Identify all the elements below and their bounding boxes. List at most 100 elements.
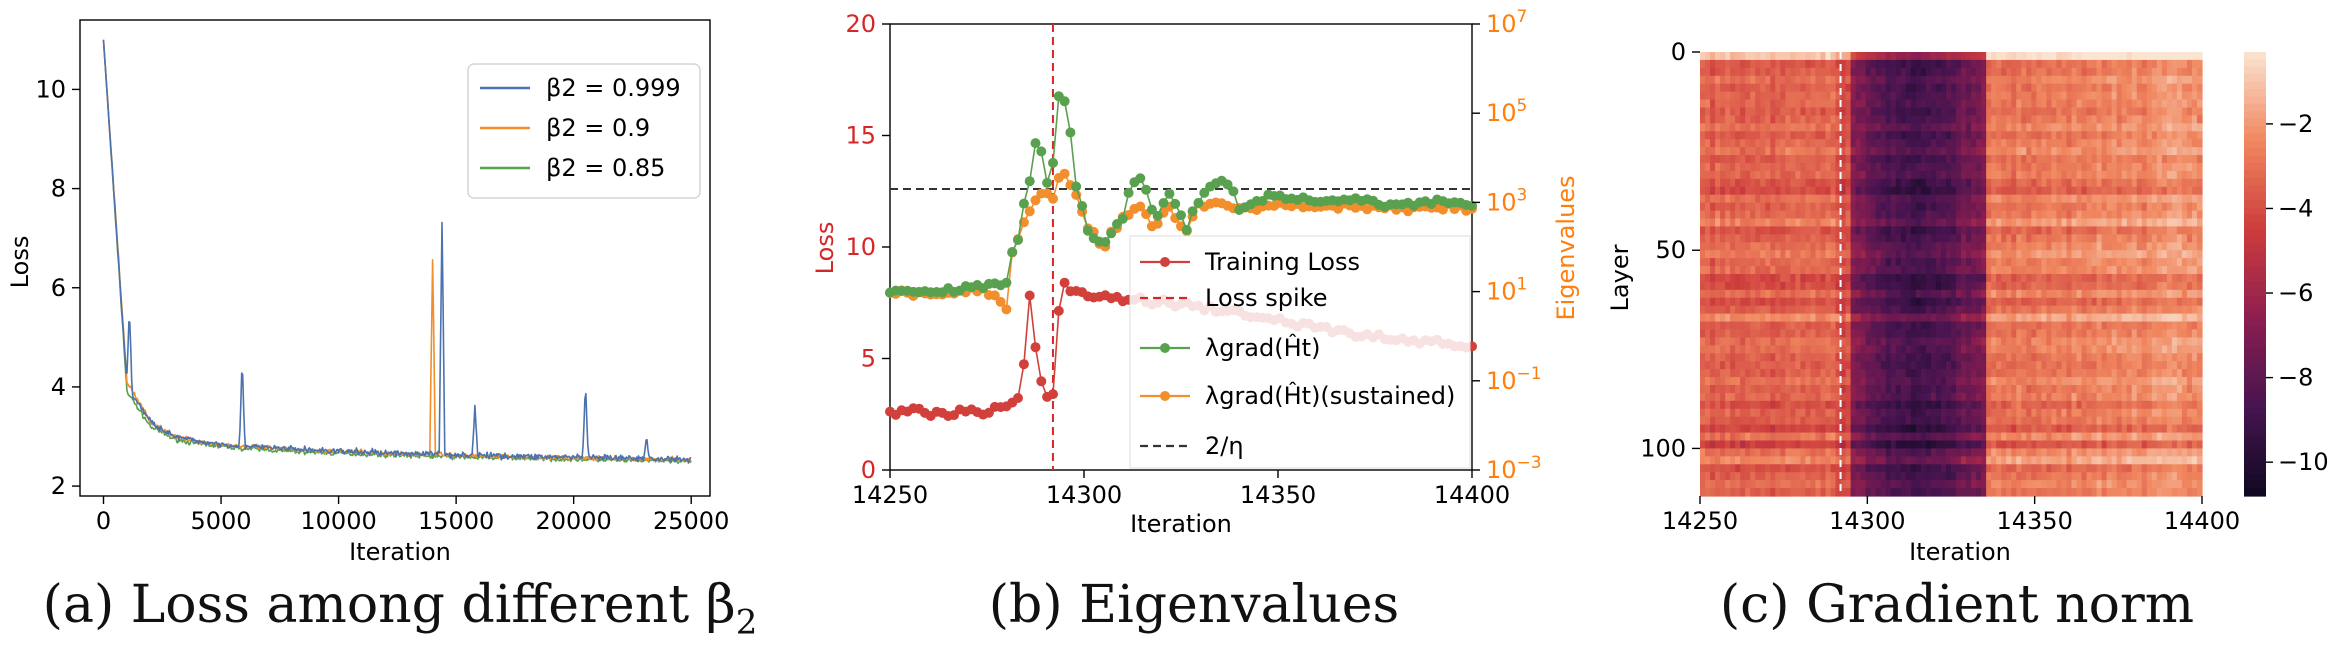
heatmap-cell bbox=[1930, 258, 1937, 267]
heatmap-cell bbox=[1770, 281, 1776, 291]
heatmap-cell bbox=[1940, 297, 1947, 307]
heatmap-cell bbox=[1790, 52, 1796, 61]
heatmap-cell bbox=[1945, 226, 1952, 235]
heatmap-cell bbox=[2016, 353, 2022, 362]
heatmap-cell bbox=[1700, 400, 1706, 410]
heatmap-cell bbox=[1880, 408, 1887, 418]
heatmap-cell bbox=[2061, 115, 2068, 124]
heatmap-cell bbox=[2181, 400, 2188, 410]
heatmap-cell bbox=[1830, 155, 1837, 164]
heatmap-cell bbox=[1720, 361, 1726, 370]
heatmap-cell bbox=[1860, 210, 1867, 220]
heatmap-cell bbox=[2136, 99, 2143, 109]
heatmap-cell bbox=[2116, 400, 2123, 410]
heatmap-cell bbox=[1996, 99, 2002, 109]
heatmap-cell bbox=[1825, 385, 1832, 394]
heatmap-cell bbox=[2106, 258, 2113, 267]
heatmap-cell bbox=[1750, 400, 1756, 410]
heatmap-cell bbox=[2156, 123, 2163, 132]
heatmap-cell bbox=[2016, 218, 2022, 228]
heatmap-cell bbox=[1725, 178, 1731, 188]
heatmap-cell bbox=[1720, 234, 1726, 243]
heatmap-cell bbox=[2086, 147, 2093, 156]
heatmap-cell bbox=[2186, 139, 2193, 148]
heatmap-cell bbox=[1910, 226, 1917, 235]
heatmap-cell bbox=[1910, 115, 1917, 124]
heatmap-cell bbox=[1825, 266, 1832, 275]
heatmap-cell bbox=[2176, 226, 2183, 235]
heatmap-cell bbox=[1780, 313, 1786, 323]
heatmap-cell bbox=[1920, 274, 1927, 283]
heatmap-cell bbox=[1915, 361, 1922, 370]
heatmap-cell bbox=[2006, 377, 2012, 386]
heatmap-cell bbox=[1971, 226, 1977, 235]
heatmap-cell bbox=[1956, 83, 1962, 93]
heatmap-cell bbox=[1951, 178, 1957, 188]
heatmap-cell bbox=[2151, 385, 2158, 394]
heatmap-cell bbox=[1850, 83, 1857, 93]
heatmap-cell bbox=[2181, 297, 2188, 307]
heatmap-cell bbox=[2101, 274, 2108, 283]
heatmap-cell bbox=[2106, 361, 2113, 370]
heatmap-cell bbox=[1735, 400, 1741, 410]
heatmap-cell bbox=[2176, 178, 2183, 188]
heatmap-cell bbox=[1900, 242, 1907, 251]
heatmap-cell bbox=[1905, 281, 1912, 291]
heatmap-cell bbox=[1850, 385, 1857, 394]
heatmap-cell bbox=[2106, 266, 2113, 275]
heatmap-cell bbox=[1705, 163, 1711, 172]
heatmap-cell bbox=[1795, 297, 1801, 307]
heatmap-cell bbox=[1780, 266, 1786, 275]
heatmap-cell bbox=[1986, 361, 1992, 370]
heatmap-cell bbox=[1815, 218, 1822, 228]
heatmap-cell bbox=[1940, 210, 1947, 220]
heatmap-cell bbox=[2046, 289, 2052, 299]
heatmap-cell bbox=[2061, 139, 2068, 148]
heatmap-cell bbox=[2021, 131, 2027, 140]
heatmap-cell bbox=[1780, 226, 1786, 235]
heatmap-cell bbox=[2111, 289, 2118, 299]
heatmap-cell bbox=[1991, 131, 1997, 140]
heatmap-cell bbox=[2041, 52, 2047, 61]
heatmap-cell bbox=[1800, 194, 1807, 204]
heatmap-cell bbox=[1971, 313, 1977, 323]
heatmap-cell bbox=[1996, 242, 2002, 251]
heatmap-cell bbox=[2061, 329, 2068, 339]
heatmap-cell bbox=[1715, 281, 1721, 291]
heatmap-cell bbox=[2076, 147, 2083, 156]
heatmap-cell bbox=[2101, 155, 2108, 164]
heatmap-cell bbox=[1750, 258, 1756, 267]
heatmap-cell bbox=[1790, 297, 1796, 307]
heatmap-cell bbox=[1755, 289, 1761, 299]
heatmap-cell bbox=[2076, 242, 2083, 251]
heatmap-cell bbox=[2006, 91, 2012, 101]
heatmap-cell bbox=[1880, 147, 1887, 156]
heatmap-cell bbox=[2106, 305, 2113, 315]
heatmap-cell bbox=[1940, 178, 1947, 188]
heatmap-cell bbox=[2176, 75, 2183, 85]
heatmap-cell bbox=[2126, 361, 2133, 370]
heatmap-cell bbox=[2156, 305, 2163, 315]
heatmap-cell bbox=[1986, 400, 1992, 410]
heatmap-cell bbox=[1940, 289, 1947, 299]
heatmap-cell bbox=[1715, 266, 1721, 275]
heatmap-cell bbox=[2011, 266, 2017, 275]
heatmap-cell bbox=[1966, 226, 1972, 235]
heatmap-cell bbox=[1840, 170, 1847, 180]
heatmap-cell bbox=[1885, 266, 1892, 275]
heatmap-cell bbox=[1795, 385, 1801, 394]
heatmap-cell bbox=[2171, 258, 2178, 267]
heatmap-cell bbox=[2011, 91, 2017, 101]
heatmap-cell bbox=[2051, 163, 2058, 172]
heatmap-cell bbox=[2116, 377, 2123, 386]
heatmap-cell bbox=[2121, 139, 2128, 148]
heatmap-cell bbox=[2196, 107, 2203, 117]
heatmap-cell bbox=[2136, 408, 2143, 418]
heatmap-cell bbox=[2156, 107, 2163, 117]
panel-a-x-axis-label: Iteration bbox=[349, 538, 451, 566]
heatmap-cell bbox=[1745, 369, 1751, 378]
heatmap-cell bbox=[1740, 59, 1746, 69]
heatmap-cell bbox=[1860, 361, 1867, 370]
heatmap-cell bbox=[2021, 163, 2027, 172]
heatmap-cell bbox=[1925, 369, 1932, 378]
